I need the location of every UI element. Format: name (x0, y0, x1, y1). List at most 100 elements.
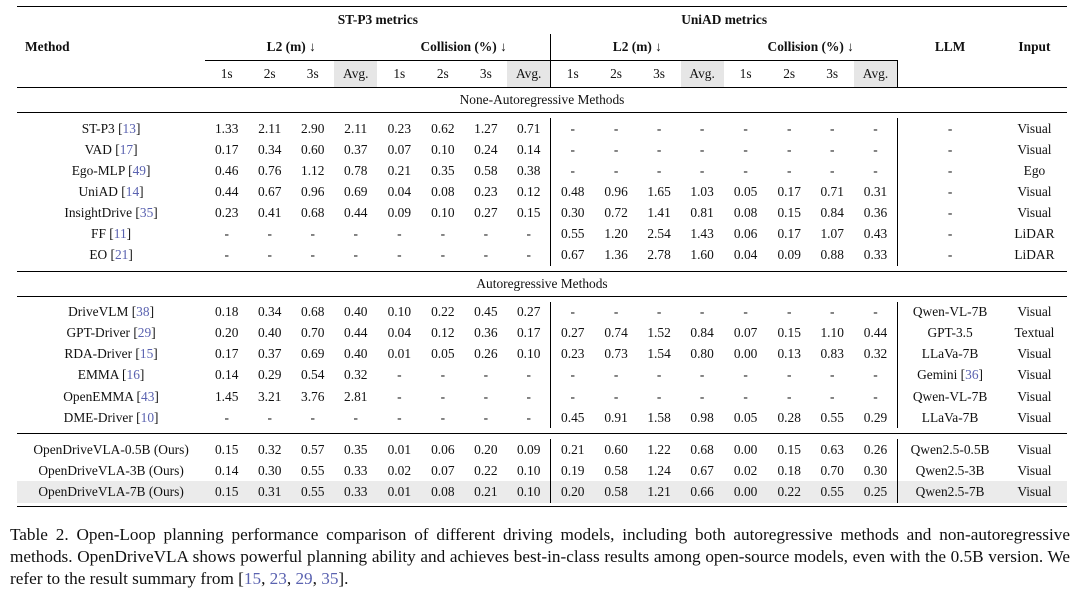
metric-value: 0.58 (604, 462, 628, 478)
method-name: OpenDriveVLA-7B (Ours) (17, 481, 206, 503)
metric-value: - (656, 304, 662, 320)
metric-value: - (483, 409, 489, 425)
metric-value: 0.32 (344, 367, 368, 383)
citation-link[interactable]: 36 (965, 367, 979, 383)
method-label: GPT-Driver (66, 325, 130, 341)
llm-value: LLaVa-7B (898, 344, 1002, 365)
metric-value: - (397, 388, 402, 404)
citation-link[interactable]: 35 (139, 204, 154, 220)
citation-link[interactable]: 21 (114, 247, 129, 263)
metric-value: 0.30 (853, 460, 899, 482)
metric-value: 0.44 (344, 204, 368, 220)
metric-value: 0.43 (853, 223, 899, 245)
input-value: Visual (1017, 462, 1052, 478)
metric-value: 0.71 (820, 183, 844, 199)
time-col-header: Avg. (507, 60, 552, 88)
metric-value: - (853, 364, 899, 387)
metric-value: 0.80 (690, 346, 714, 362)
llm-label: Qwen-VL-7B (912, 388, 988, 404)
time-col-header: Avg. (680, 60, 724, 88)
metric-value: - (310, 409, 315, 425)
citation-link[interactable]: 10 (140, 409, 155, 425)
metric-value: - (699, 367, 705, 383)
metric-value: 0.27 (507, 301, 552, 323)
metric-value: - (507, 386, 552, 408)
metric-value: 0.15 (777, 204, 801, 220)
llm-value: - (898, 223, 1002, 244)
llm-value: Qwen2.5-0.5B (898, 439, 1002, 460)
caption-end: ]. (338, 569, 349, 588)
citation-link[interactable]: 14 (125, 183, 140, 199)
metric-value: 1.20 (604, 226, 628, 242)
citation-link[interactable]: 35 (321, 569, 339, 588)
metric-value: - (656, 120, 662, 136)
metric-value: 0.07 (733, 325, 758, 341)
llm-label: - (947, 183, 953, 199)
metric-value: 0.46 (214, 162, 239, 178)
metric-value: - (397, 409, 402, 425)
metric-value: 0.13 (777, 346, 801, 362)
metric-value: - (483, 226, 489, 242)
metric-value: - (699, 141, 705, 157)
metric-value: 0.45 (474, 304, 498, 320)
results-table: Method ST-P3 metrics UniAD metrics LLM I… (17, 6, 1067, 507)
llm-value: - (898, 202, 1002, 223)
metric-value: - (699, 120, 705, 136)
metric-value: 1.21 (637, 481, 681, 503)
table-row: OpenDriveVLA-0.5B (Ours) 0.15 0.32 0.57 0.35… (17, 439, 1067, 461)
citation-link[interactable]: 38 (136, 304, 150, 320)
metric-value: 0.58 (474, 162, 498, 178)
method-label: DME-Driver (63, 409, 133, 425)
metric-value: 0.10 (387, 304, 412, 320)
citation-link[interactable]: 15 (243, 569, 262, 588)
metric-value: 1.36 (604, 247, 628, 263)
stp3-l2-header: L2 (m) ↓ (205, 33, 378, 61)
metric-value: 0.88 (820, 247, 844, 263)
time-col-header: 3s (479, 66, 492, 81)
metric-value: 0.01 (377, 481, 422, 503)
method-label: FF (91, 226, 106, 242)
citation-link[interactable]: 49 (132, 162, 146, 178)
metric-value: 0.67 (690, 462, 714, 478)
citation-link[interactable]: 15 (139, 346, 154, 362)
metric-value: 0.20 (214, 325, 239, 341)
metric-value: 0.14 (507, 139, 552, 161)
input-value: Visual (1001, 481, 1067, 503)
table-row: EO [21] - - - - - - - -0.67 1.36 2.78 1.60 0.04 0.09 0… (17, 244, 1067, 266)
time-col-header: 3s (826, 66, 839, 81)
metric-value: 0.04 (387, 183, 412, 199)
time-col-header: 3s (306, 66, 319, 81)
metric-value: 1.58 (647, 409, 671, 425)
metric-value: - (656, 141, 662, 157)
metric-value: - (507, 223, 552, 245)
citation-link[interactable]: 29 (295, 569, 313, 588)
citation-link[interactable]: 13 (122, 120, 136, 136)
citation-link[interactable]: 43 (141, 388, 155, 404)
metric-value: - (743, 388, 748, 404)
spacer-row (17, 433, 1067, 440)
metric-value: 0.27 (474, 204, 498, 220)
citation-link[interactable]: 17 (119, 141, 134, 157)
method-label: OpenDriveVLA-7B (Ours) (38, 483, 184, 499)
citation-link[interactable]: 23 (269, 569, 287, 588)
metric-value: 0.83 (820, 346, 844, 362)
metric-value: 0.20 (550, 481, 595, 503)
metric-value: 0.48 (561, 183, 585, 199)
method-name: InsightDrive [35] (64, 204, 158, 220)
metric-value: - (656, 162, 662, 178)
metric-value: - (310, 226, 315, 242)
citation-link[interactable]: 16 (126, 367, 140, 383)
table-row: VAD [17] 0.17 0.34 0.60 0.37 0.07 0.10 0.24 0.14… (17, 139, 1067, 161)
input-value: Visual (1017, 346, 1052, 362)
metric-value: - (853, 139, 899, 161)
metric-value: 0.06 (431, 441, 455, 457)
metric-value: 0.09 (387, 204, 412, 220)
metric-value: 0.05 (733, 409, 758, 425)
metric-value: 0.33 (853, 244, 899, 266)
metric-value: 0.05 (733, 183, 758, 199)
citation-link[interactable]: 29 (137, 325, 152, 341)
citation-link[interactable]: 11 (113, 226, 127, 242)
metric-value: - (570, 120, 575, 136)
metric-value: 1.52 (647, 325, 671, 341)
metric-value: - (853, 386, 899, 408)
